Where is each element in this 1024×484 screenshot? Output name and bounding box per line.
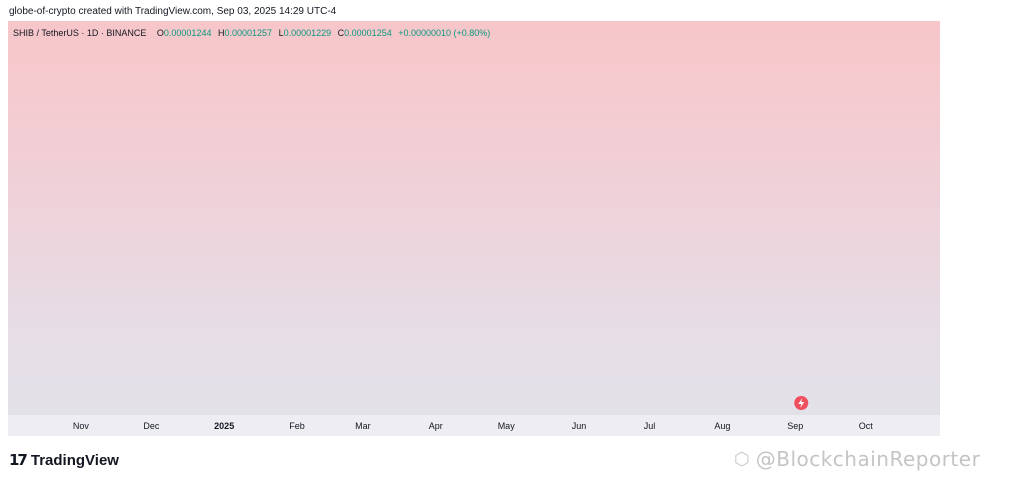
tradingview-brand: TradingView <box>30 451 119 469</box>
x-tick-label: Mar <box>355 421 371 431</box>
price-scale[interactable] <box>940 21 1008 436</box>
chart-attribution: globe-of-crypto created with TradingView… <box>9 6 337 17</box>
time-scale[interactable] <box>8 415 940 436</box>
x-tick-label: Feb <box>289 421 305 431</box>
tradingview-icon: 17 <box>9 451 28 469</box>
x-tick-label: Oct <box>859 421 874 431</box>
x-tick-label: Jul <box>644 421 656 431</box>
price-chart[interactable]: 0.00001263 (98.71%) 1,263 0.000040000.00… <box>8 21 1008 436</box>
x-tick-label: Sep <box>787 421 803 431</box>
watermark: ⬡ @BlockchainReporter <box>734 447 980 471</box>
x-tick-label: Dec <box>143 421 160 431</box>
symbol-name[interactable]: SHIB / TetherUS · 1D · BINANCE <box>13 28 147 38</box>
low-value: 0.00001229 <box>283 28 332 38</box>
watermark-text: @BlockchainReporter <box>755 447 981 471</box>
cube-icon: ⬡ <box>734 448 750 469</box>
high-value: 0.00001257 <box>224 28 273 38</box>
projection-tool: 0.00001263 (98.71%) 1,263 <box>794 396 809 410</box>
close-label: C <box>337 28 345 38</box>
close-value: 0.00001254 <box>344 28 392 38</box>
change-value: +0.00000010 (+0.80%) <box>398 28 491 38</box>
x-tick-label: May <box>498 421 516 431</box>
x-tick-label: Aug <box>714 421 730 431</box>
x-tick-label: Nov <box>73 421 90 431</box>
low-label: L <box>278 28 284 38</box>
open-value: 0.00001244 <box>163 28 212 38</box>
x-axis: Nov Dec 2025 Feb Mar Apr May Jun Jul Aug Sep Oct <box>73 421 873 431</box>
high-label: H <box>217 28 225 38</box>
tradingview-logo[interactable]: 17 TradingView <box>9 450 119 470</box>
chart-frame[interactable]: 0.00001263 (98.71%) 1,263 0.000040000.00… <box>8 21 1008 436</box>
symbol-legend: SHIB / TetherUS · 1D · BINANCE O0.000012… <box>13 28 490 38</box>
x-tick-label: Apr <box>429 421 443 431</box>
open-label: O <box>156 28 164 38</box>
x-tick-label: Jun <box>572 421 587 431</box>
lightning-icon <box>798 398 805 408</box>
x-tick-label: 2025 <box>214 421 234 431</box>
chart-pane-background <box>8 21 940 436</box>
